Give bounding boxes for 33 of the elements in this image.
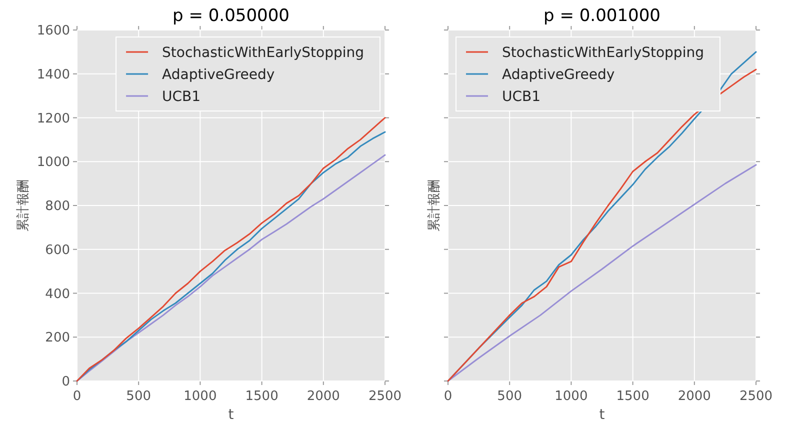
legend-label: UCB1 (502, 89, 541, 105)
legend-label: UCB1 (162, 89, 201, 105)
x-tick-label: 500 (126, 389, 152, 404)
x-tick-label: 1000 (184, 389, 217, 404)
x-tick-label: 1500 (245, 389, 278, 404)
y-tick-label: 0 (62, 374, 70, 390)
y-tick-label: 200 (45, 330, 70, 346)
y-axis-title: 累計報酬 (16, 180, 31, 232)
chart-title: p = 0.050000 (172, 6, 290, 26)
legend-label: AdaptiveGreedy (502, 67, 615, 83)
x-axis-title: t (228, 407, 234, 423)
legend-label: StochasticWithEarlyStopping (502, 45, 704, 61)
x-tick-label: 2000 (678, 389, 711, 404)
x-tick-label: 0 (72, 389, 82, 404)
x-tick-label: 2500 (739, 389, 773, 404)
x-tick-label: 2000 (306, 389, 340, 404)
chart-title: p = 0.001000 (544, 6, 660, 26)
x-tick-label: 500 (497, 389, 522, 404)
y-tick-label: 800 (45, 199, 70, 214)
x-tick-label: 1000 (554, 389, 588, 404)
legend-label: StochasticWithEarlyStopping (162, 45, 364, 61)
x-tick-label: 1500 (616, 389, 650, 404)
y-tick-label: 1000 (36, 155, 70, 170)
legend-label: AdaptiveGreedy (162, 67, 275, 83)
x-axis-title: t (599, 407, 606, 423)
y-tick-label: 400 (45, 286, 70, 302)
y-tick-label: 600 (45, 242, 70, 258)
y-tick-label: 1200 (36, 111, 70, 126)
x-tick-label: 2500 (368, 389, 402, 404)
x-tick-label: 0 (444, 389, 452, 404)
y-tick-label: 1600 (36, 24, 70, 38)
y-axis-title: 累計報酬 (427, 180, 442, 232)
y-tick-label: 1400 (36, 67, 70, 82)
